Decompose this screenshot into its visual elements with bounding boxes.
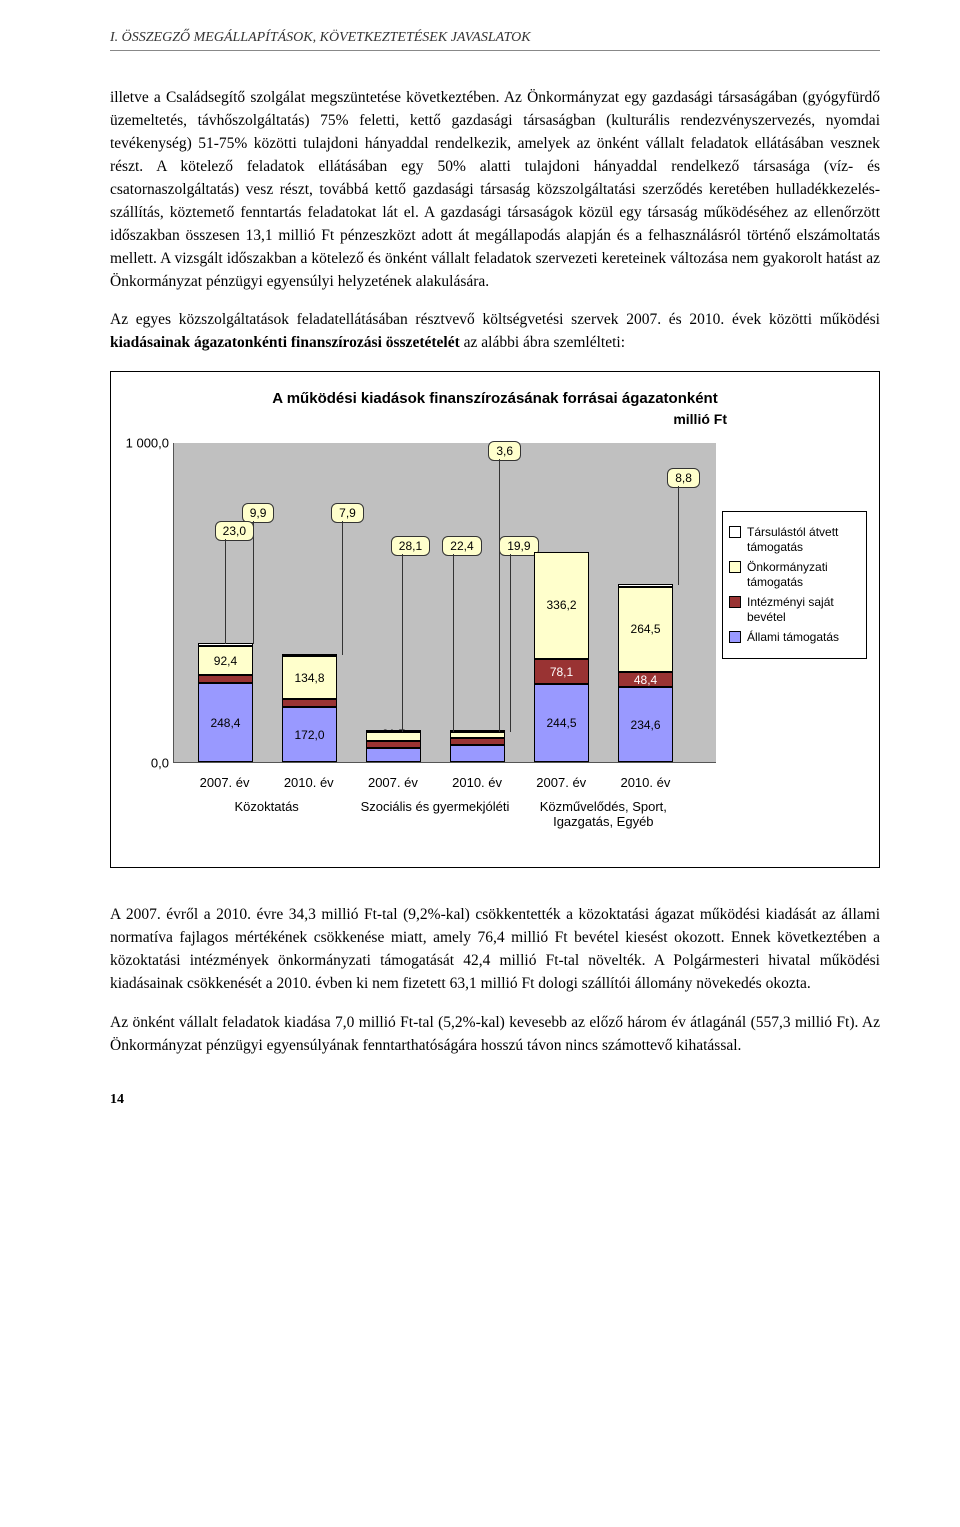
legend-label: Társulástól átvett támogatás xyxy=(747,525,860,555)
segment-label: 134,8 xyxy=(283,672,335,684)
bar-segment: 172,0 xyxy=(282,707,336,762)
section-header: I. ÖSSZEGZŐ MEGÁLLAPÍTÁSOK, KÖVETKEZTETÉ… xyxy=(110,30,880,51)
bar-segment: 48,4 xyxy=(618,672,672,687)
bar-segment: 134,8 xyxy=(282,656,336,699)
x-axis-category: Közművelődés, Sport, Igazgatás, Egyéb xyxy=(523,799,683,829)
x-axis-category: Szociális és gyermekjóléti xyxy=(355,799,515,814)
bar-segment: 92,4 xyxy=(198,646,252,676)
callout-label: 3,6 xyxy=(488,441,521,461)
segment-label: 48,4 xyxy=(619,674,671,686)
callout-label: 28,1 xyxy=(391,536,430,556)
callout-leader xyxy=(225,539,226,643)
y-axis-label: 0,0 xyxy=(123,756,169,771)
callout-leader xyxy=(402,554,403,732)
x-axis-year: 2010. év xyxy=(452,775,502,790)
bar-segment xyxy=(282,654,336,657)
segment-label: 264,5 xyxy=(619,623,671,635)
callout-leader xyxy=(253,521,254,643)
page-number: 14 xyxy=(110,1092,880,1108)
legend-label: Önkormányzati támogatás xyxy=(747,560,860,590)
callout-label: 19,9 xyxy=(499,536,538,556)
chart-legend: Társulástól átvett támogatás Önkormányzat… xyxy=(722,511,867,659)
bar-segment xyxy=(618,584,672,587)
callout-leader xyxy=(499,459,500,731)
callout-leader xyxy=(678,486,679,585)
y-axis-label: 1 000,0 xyxy=(123,436,169,451)
callout-label: 8,8 xyxy=(667,468,700,488)
chart-unit: millió Ft xyxy=(123,411,867,427)
x-axis-year: 2007. év xyxy=(536,775,586,790)
legend-swatch xyxy=(729,631,741,643)
bar-segment: 21,7 xyxy=(366,741,420,748)
legend-swatch xyxy=(729,526,741,538)
segment-label: 336,2 xyxy=(535,599,587,611)
bar-segment: 52,8 xyxy=(450,745,504,762)
bar-segment: 78,1 xyxy=(534,659,588,684)
bar-segment: 244,5 xyxy=(534,684,588,762)
bar-segment: 264,5 xyxy=(618,587,672,672)
para2-part-a: Az egyes közszolgáltatások feladatellátá… xyxy=(110,311,880,328)
bar-segment: 234,6 xyxy=(618,687,672,762)
bar-segment: 24,7 xyxy=(282,699,336,707)
paragraph-1: illetve a Családsegítő szolgálat megszün… xyxy=(110,87,880,293)
segment-label: 234,6 xyxy=(619,719,671,731)
x-axis-year: 2010. év xyxy=(284,775,334,790)
callout-leader xyxy=(510,554,511,731)
segment-label: 78,1 xyxy=(535,666,587,678)
bar-segment xyxy=(366,730,420,732)
chart-container: A működési kiadások finanszírozásának fo… xyxy=(110,371,880,868)
paragraph-3: A 2007. évről a 2010. évre 34,3 millió F… xyxy=(110,904,880,996)
legend-swatch xyxy=(729,596,741,608)
callout-label: 23,0 xyxy=(215,521,254,541)
bar-segment: 336,2 xyxy=(534,552,588,660)
x-axis-category: Közoktatás xyxy=(187,799,347,814)
callout-label: 7,9 xyxy=(331,503,364,523)
bar-segment xyxy=(450,730,504,732)
legend-label: Állami támogatás xyxy=(747,630,839,645)
bar-segment xyxy=(198,675,252,682)
chart-title: A működési kiadások finanszírozásának fo… xyxy=(123,390,867,407)
callout-label: 9,9 xyxy=(242,503,275,523)
paragraph-4: Az önként vállalt feladatok kiadása 7,0 … xyxy=(110,1012,880,1058)
x-axis-year: 2007. év xyxy=(200,775,250,790)
bar-segment xyxy=(450,738,504,745)
segment-label: 244,5 xyxy=(535,717,587,729)
legend-item: Önkormányzati támogatás xyxy=(729,560,860,590)
para2-bold: kiadásainak ágazatonkénti finanszírozási… xyxy=(110,334,460,351)
plot-canvas: 248,4 92,4 9,923,0 172,0 24,7 134,8 7,9 44,221,… xyxy=(173,443,716,763)
segment-label: 248,4 xyxy=(199,717,251,729)
legend-item: Állami támogatás xyxy=(729,630,860,645)
segment-label: 92,4 xyxy=(199,655,251,667)
legend-label: Intézményi saját bevétel xyxy=(747,595,860,625)
x-axis-year: 2007. év xyxy=(368,775,418,790)
bar-segment: 44,2 xyxy=(366,748,420,762)
segment-label: 172,0 xyxy=(283,729,335,741)
paragraph-2: Az egyes közszolgáltatások feladatellátá… xyxy=(110,309,880,355)
callout-leader xyxy=(342,521,343,654)
legend-swatch xyxy=(729,561,741,573)
legend-item: Társulástól átvett támogatás xyxy=(729,525,860,555)
callout-label: 22,4 xyxy=(442,536,481,556)
callout-leader xyxy=(453,554,454,731)
x-axis-year: 2010. év xyxy=(620,775,670,790)
bar-segment xyxy=(366,732,420,741)
bar-segment xyxy=(450,732,504,738)
bar-segment: 248,4 xyxy=(198,683,252,762)
chart-plot: 1 000,0 0,0 248,4 92,4 9,923,0 172,0 24,7 134,8… xyxy=(123,433,716,853)
para2-part-c: az alábbi ábra szemlélteti: xyxy=(460,334,625,351)
legend-item: Intézményi saját bevétel xyxy=(729,595,860,625)
